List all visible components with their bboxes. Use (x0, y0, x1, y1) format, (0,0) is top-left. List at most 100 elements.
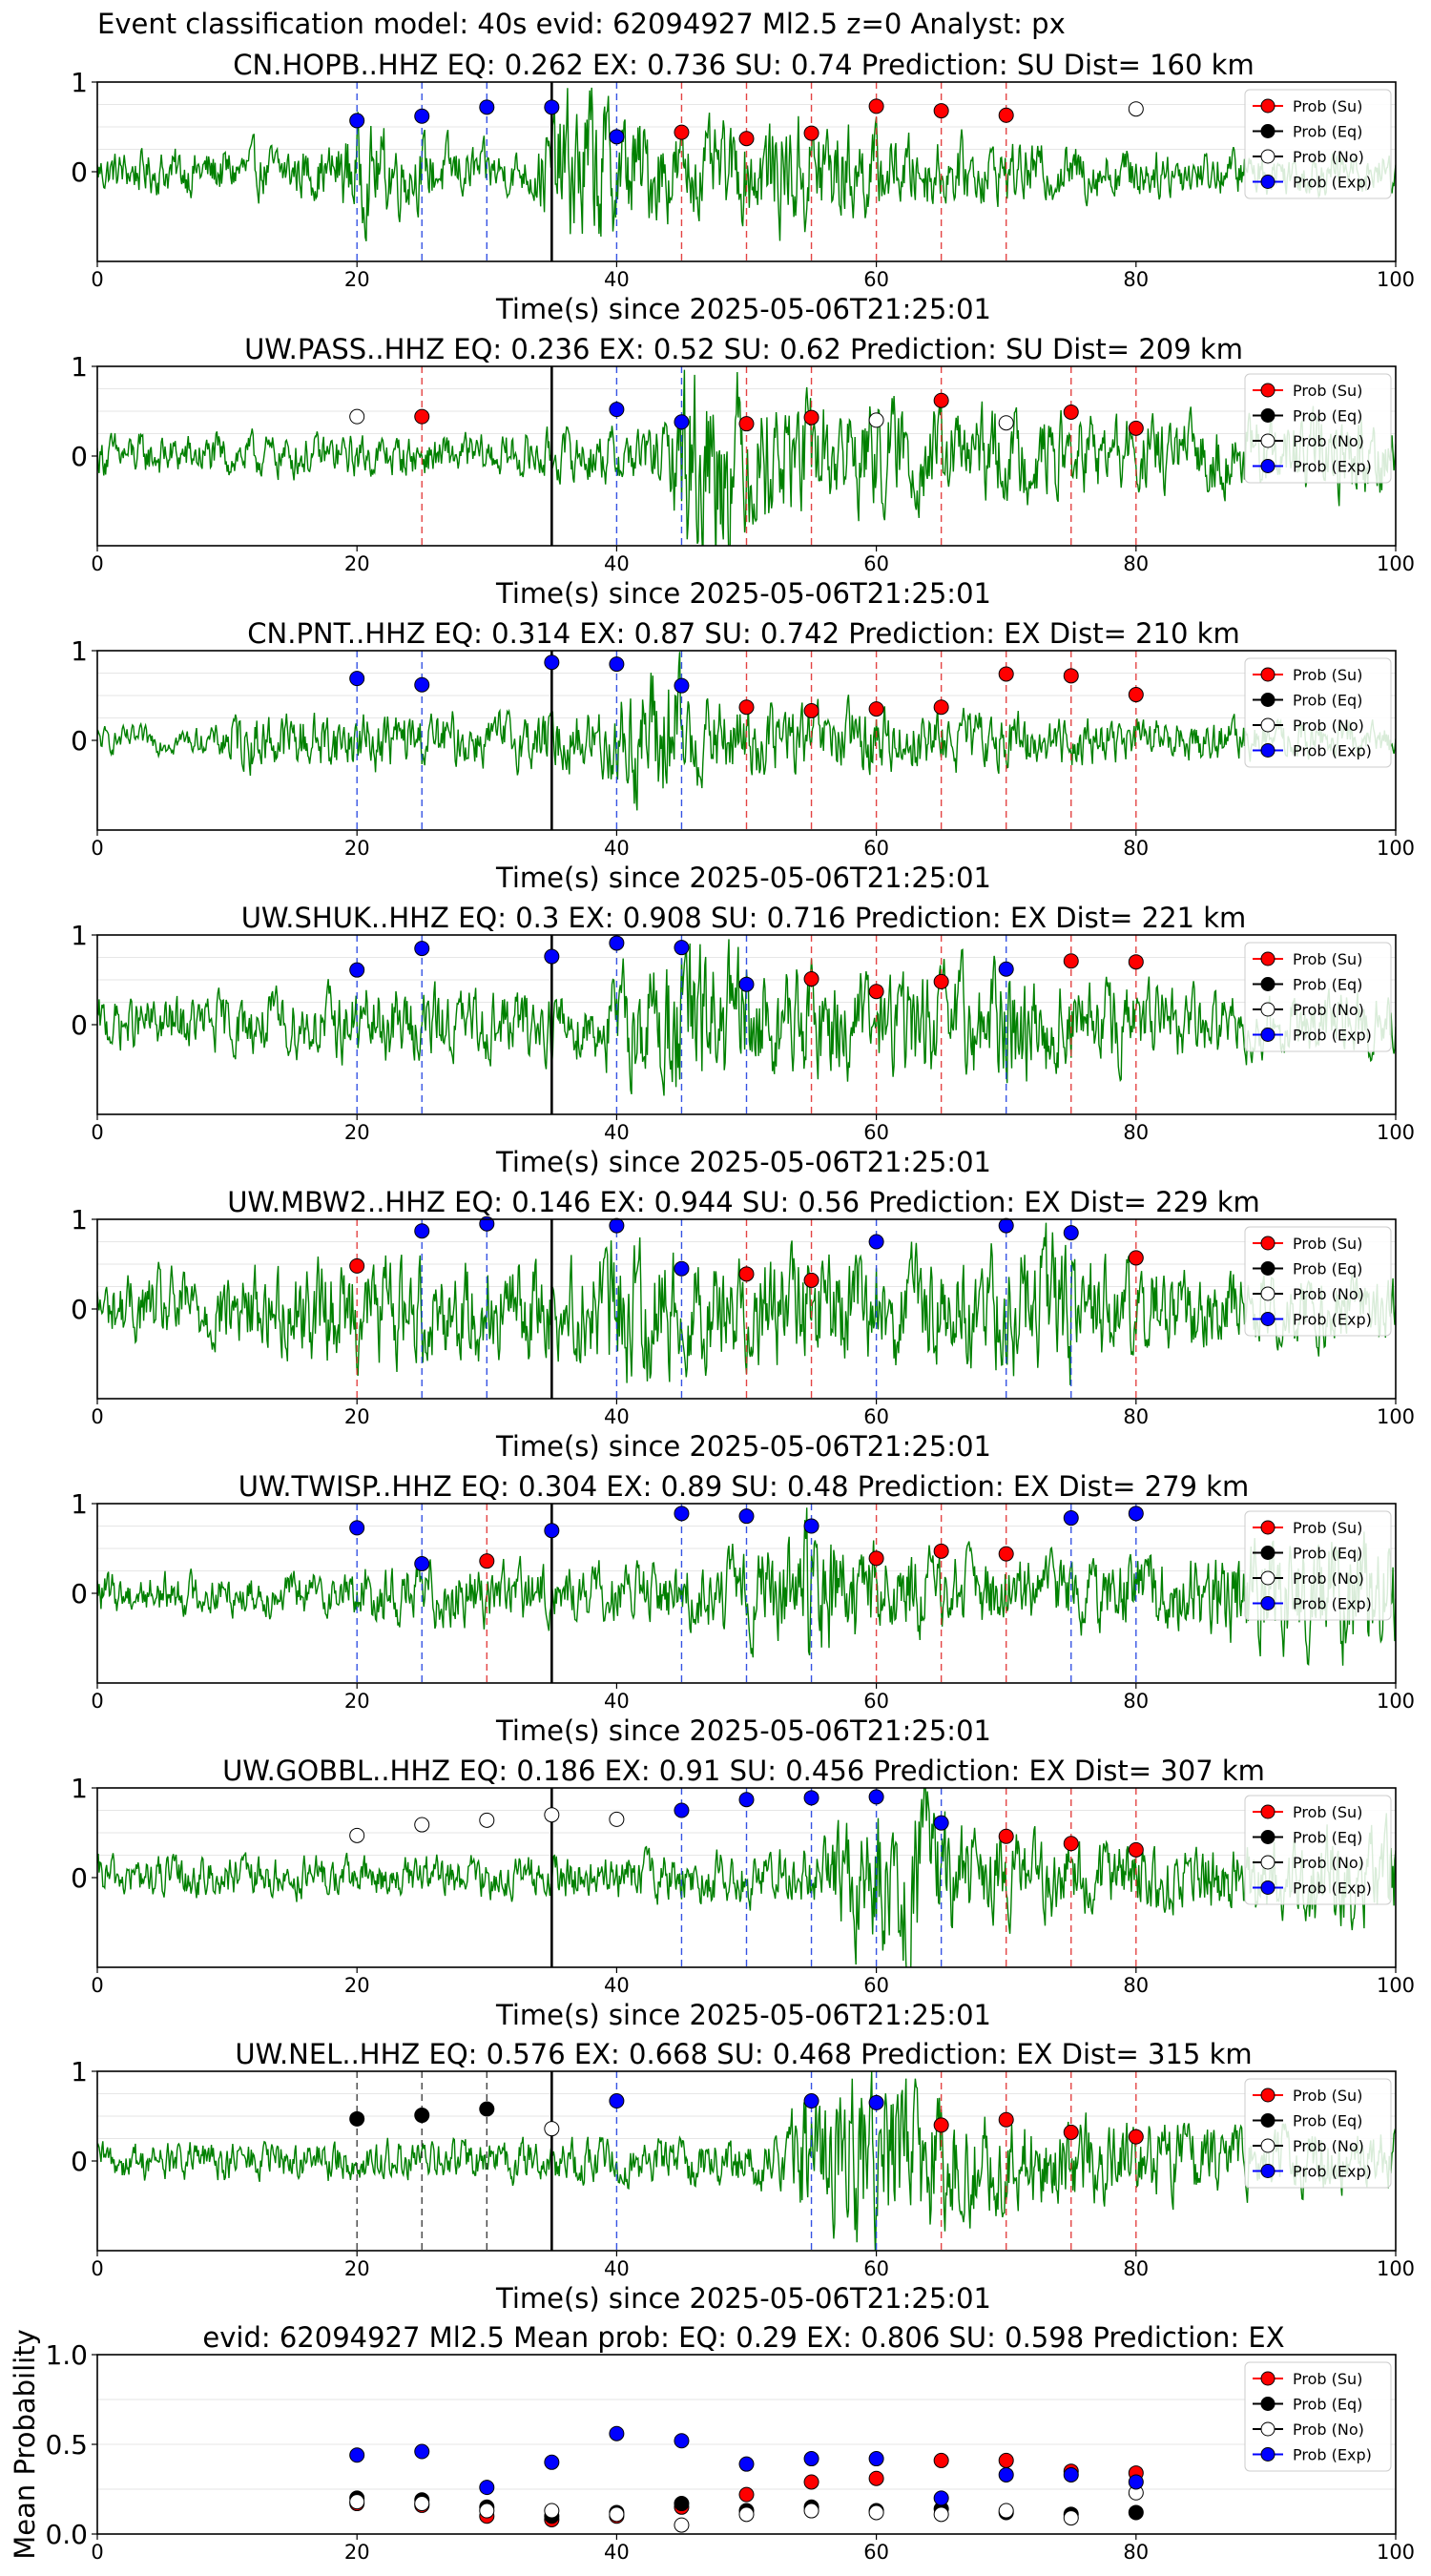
marker-no (674, 2517, 690, 2533)
legend-box (1244, 89, 1392, 199)
legend-label: Prob (Su) (1293, 2370, 1362, 2388)
legend-label: Prob (No) (1293, 432, 1364, 450)
marker-exp (1128, 2474, 1144, 2490)
marker-eq (414, 2108, 430, 2124)
x-tick-label: 40 (604, 1690, 630, 1713)
x-tick-label: 40 (604, 552, 630, 575)
y-tick-label: 0 (71, 1294, 88, 1325)
marker-exp (738, 976, 755, 992)
x-tick-label: 0 (91, 837, 103, 860)
panel-2: CN.PNT..HHZ EQ: 0.314 EX: 0.87 SU: 0.742… (71, 617, 1415, 894)
x-tick-label: 100 (1377, 552, 1415, 575)
marker-exp (349, 2447, 365, 2463)
legend-label: Prob (Su) (1293, 1803, 1362, 1821)
legend-label: Prob (Su) (1293, 382, 1362, 400)
y-tick-label: 0 (71, 441, 88, 472)
marker-exp (738, 2456, 755, 2472)
legend-marker (1260, 717, 1275, 733)
legend-marker (1260, 1028, 1275, 1042)
x-tick-label: 80 (1123, 2541, 1149, 2564)
marker-su (1063, 2124, 1079, 2140)
panel-3: UW.SHUK..HHZ EQ: 0.3 EX: 0.908 SU: 0.716… (71, 902, 1415, 1178)
x-tick-label: 80 (1123, 1974, 1149, 1997)
legend-label: Prob (No) (1293, 1001, 1364, 1019)
marker-exp (933, 2490, 949, 2506)
legend-marker (1260, 98, 1275, 114)
legend-box (1244, 1226, 1392, 1337)
legend-marker (1260, 408, 1275, 423)
x-tick-label: 0 (91, 2541, 103, 2564)
x-axis-label: Time(s) since 2025-05-06T21:25:01 (495, 862, 991, 894)
marker-eq (674, 2496, 690, 2512)
x-tick-label: 100 (1377, 268, 1415, 291)
legend-label: Prob (Eq) (1293, 2112, 1362, 2130)
x-axis-label: Time(s) since 2025-05-06T21:25:01 (495, 1999, 991, 2031)
marker-exp (544, 1523, 560, 1539)
marker-exp (414, 1555, 430, 1571)
marker-su (479, 1553, 495, 1569)
legend-label: Prob (Eq) (1293, 123, 1362, 141)
x-tick-label: 20 (344, 268, 370, 291)
y-tick-label: 1 (71, 1488, 88, 1520)
x-tick-label: 100 (1377, 1690, 1415, 1713)
marker-su (349, 1257, 365, 1274)
legend-label: Prob (Eq) (1293, 1829, 1362, 1847)
marker-no (868, 412, 884, 428)
marker-exp (479, 99, 495, 115)
marker-exp (1063, 1510, 1079, 1527)
legend-box (1244, 2078, 1392, 2189)
marker-su (868, 2470, 884, 2486)
seismic-trace (97, 1507, 1396, 1667)
marker-exp (544, 99, 560, 115)
marker-exp (933, 1815, 949, 1831)
panel-title: UW.PASS..HHZ EQ: 0.236 EX: 0.52 SU: 0.62… (244, 333, 1243, 365)
panel-0: CN.HOPB..HHZ EQ: 0.262 EX: 0.736 SU: 0.7… (71, 49, 1415, 325)
marker-no (868, 2504, 884, 2521)
marker-no (544, 2503, 560, 2519)
legend-marker (1260, 433, 1275, 448)
marker-exp (349, 962, 365, 978)
y-tick-label: 0.5 (45, 2429, 88, 2461)
x-tick-label: 60 (863, 837, 889, 860)
legend-marker (1260, 2088, 1275, 2103)
marker-exp (544, 2454, 560, 2470)
legend-label: Prob (Eq) (1293, 1545, 1362, 1563)
marker-exp (609, 1217, 625, 1234)
marker-no (738, 2506, 755, 2523)
marker-exp (674, 2433, 690, 2449)
panel-6: UW.GOBBL..HHZ EQ: 0.186 EX: 0.91 SU: 0.4… (71, 1755, 1415, 2031)
panel-8: evid: 62094927 Ml2.5 Mean prob: EQ: 0.29… (9, 2321, 1415, 2564)
legend-label: Prob (Exp) (1293, 1027, 1372, 1045)
legend-marker (1260, 2447, 1275, 2462)
panel-title: UW.GOBBL..HHZ EQ: 0.186 EX: 0.91 SU: 0.4… (222, 1755, 1265, 1787)
legend-marker (1260, 977, 1275, 991)
legend-marker (1260, 383, 1275, 398)
marker-exp (479, 2480, 495, 2496)
x-tick-label: 60 (863, 1121, 889, 1144)
seismic-trace (97, 652, 1396, 811)
legend-marker (1260, 667, 1275, 682)
legend-label: Prob (Exp) (1293, 458, 1372, 476)
marker-exp (868, 1234, 884, 1250)
x-tick-label: 40 (604, 2541, 630, 2564)
legend-label: Prob (No) (1293, 2137, 1364, 2155)
figure-title: Event classification model: 40s evid: 62… (97, 8, 1066, 40)
legend-label: Prob (Su) (1293, 1519, 1362, 1537)
marker-su (998, 107, 1014, 123)
y-axis-label: Mean Probability (9, 2329, 41, 2560)
marker-su (998, 1546, 1014, 1562)
legend-label: Prob (Su) (1293, 950, 1362, 968)
marker-exp (609, 2425, 625, 2441)
marker-su (1128, 420, 1144, 436)
panel-4: UW.MBW2..HHZ EQ: 0.146 EX: 0.944 SU: 0.5… (71, 1186, 1415, 1463)
marker-su (868, 1550, 884, 1567)
marker-exp (349, 1520, 365, 1536)
x-axis-label: Time(s) since 2025-05-06T21:25:01 (495, 293, 991, 325)
x-tick-label: 100 (1377, 1974, 1415, 1997)
marker-exp (414, 941, 430, 957)
marker-su (1063, 404, 1079, 420)
x-tick-label: 80 (1123, 552, 1149, 575)
x-tick-label: 40 (604, 1121, 630, 1144)
marker-no (1063, 2510, 1079, 2526)
marker-eq (1128, 2504, 1144, 2521)
